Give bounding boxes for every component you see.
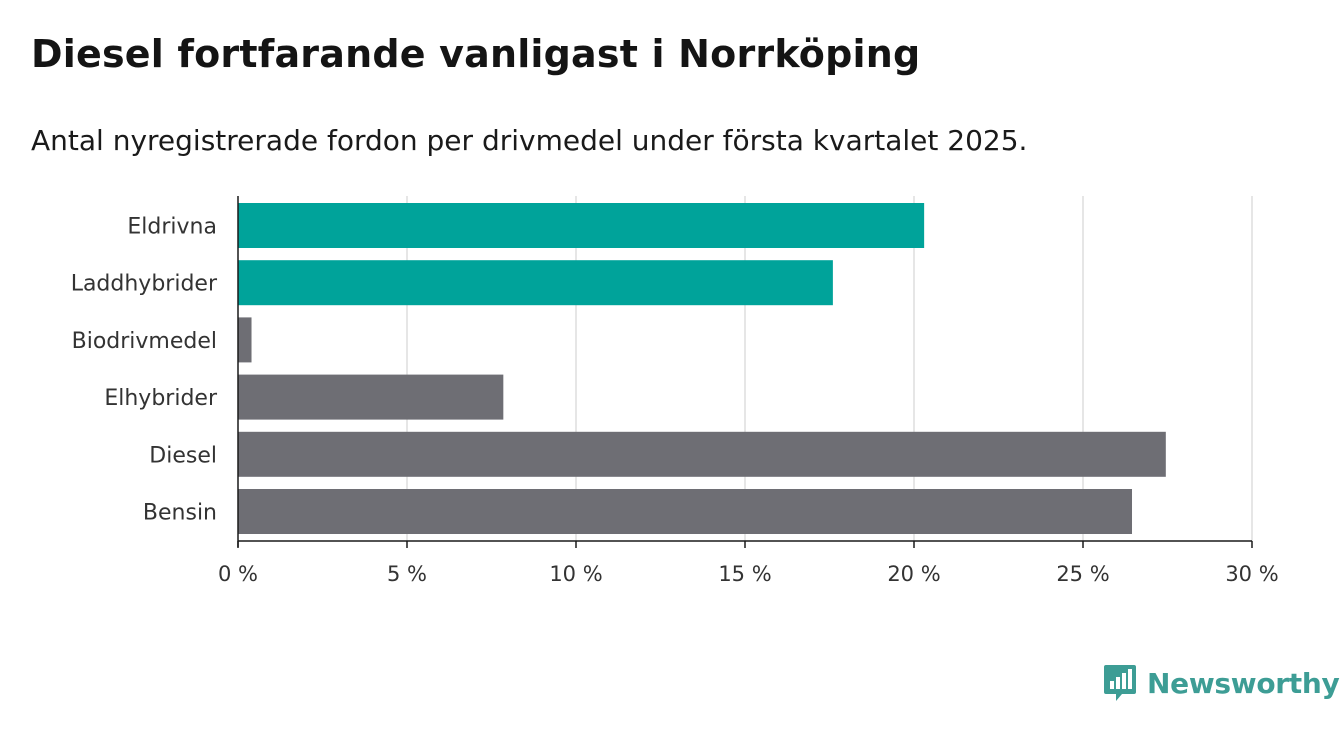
x-tick-label: 15 %: [718, 562, 771, 586]
category-label: Biodrivmedel: [72, 329, 217, 354]
x-axis: 0 % 5 % 10 % 15 % 20 % 25 % 30 %: [218, 196, 1279, 586]
bar-laddhybrider: [238, 260, 833, 306]
bar-chart-bubble-icon: [1104, 665, 1136, 701]
x-tick-label: 0 %: [218, 562, 258, 586]
bar-biodrivmedel: [238, 317, 252, 363]
x-tick-label: 5 %: [387, 562, 427, 586]
bar-bensin: [238, 489, 1133, 534]
x-tick-label: 10 %: [549, 562, 602, 586]
x-tick-label: 30 %: [1225, 562, 1278, 586]
category-label: Elhybrider: [104, 386, 218, 411]
bar-eldrivna: [238, 203, 925, 248]
category-label: Eldrivna: [127, 215, 217, 240]
chart-subtitle: Antal nyregistrerade fordon per drivmede…: [31, 124, 1028, 157]
chart-title: Diesel fortfarande vanligast i Norrköpin…: [31, 32, 921, 76]
category-label: Diesel: [149, 443, 217, 468]
bars: [238, 203, 1166, 534]
grid-lines: [406, 196, 1253, 541]
bar-elhybrider: [238, 374, 504, 420]
category-labels: Eldrivna Laddhybrider Biodrivmedel Elhybrid…: [71, 215, 218, 526]
bar-chart: Eldrivna Laddhybrider Biodrivmedel Elhybrid…: [71, 196, 1279, 586]
category-label: Bensin: [143, 501, 217, 526]
bar-diesel: [238, 431, 1166, 477]
x-tick-label: 20 %: [887, 562, 940, 586]
x-tick-label: 25 %: [1056, 562, 1109, 586]
brand-name: Newsworthy: [1147, 666, 1340, 700]
newsworthy-logo: Newsworthy: [1103, 663, 1340, 703]
category-label: Laddhybrider: [71, 272, 218, 297]
